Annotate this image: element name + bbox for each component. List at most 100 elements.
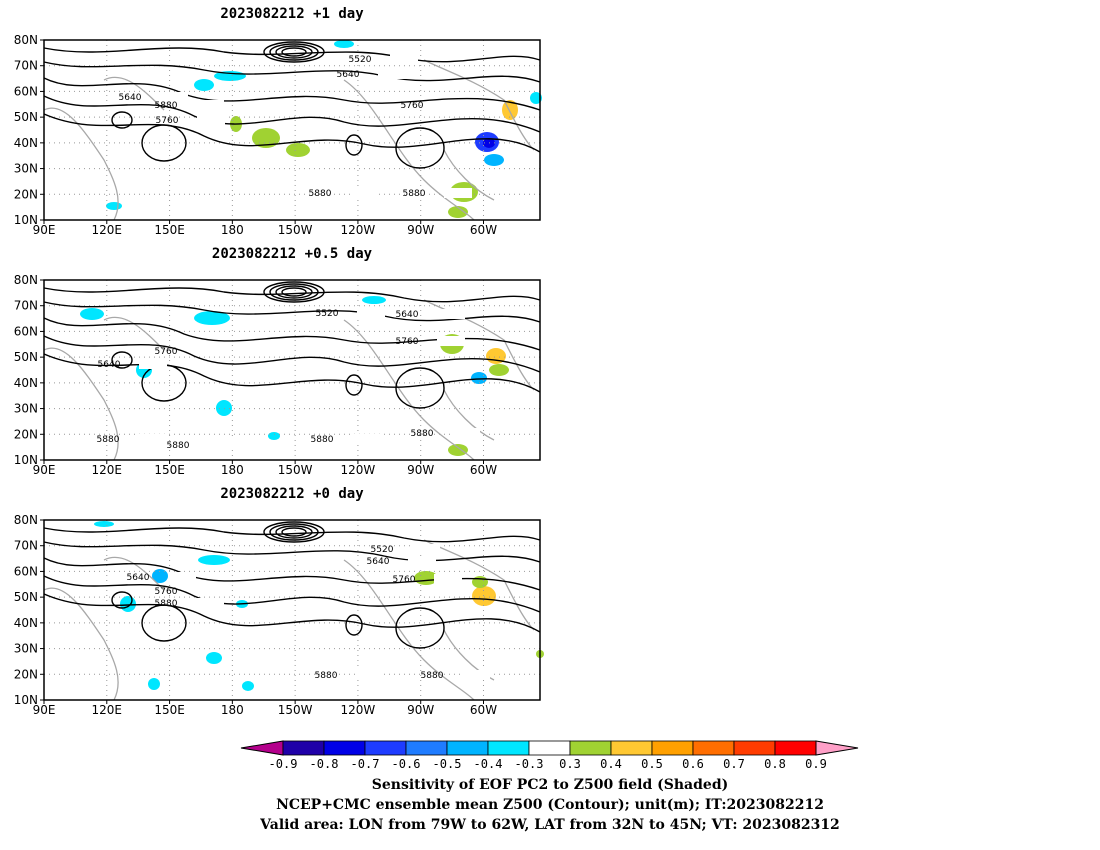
lat-label: 80N (14, 273, 38, 287)
lon-label: 120E (92, 703, 123, 717)
colorbar-tick-label: 0.5 (641, 757, 663, 771)
sensitivity-shading (448, 206, 468, 218)
z500-contour (263, 521, 325, 543)
lon-label: 120W (341, 703, 376, 717)
lon-label: 90E (33, 703, 56, 717)
z500-contour (263, 41, 325, 63)
lat-label: 30N (14, 642, 38, 656)
lat-label: 10N (14, 693, 38, 707)
colorbar-left-tip (240, 740, 284, 756)
z500-contour (43, 335, 541, 373)
lon-label: 150W (278, 223, 313, 237)
z500-contour (269, 523, 319, 541)
lat-label: 30N (14, 402, 38, 416)
contour-label-bg (138, 434, 166, 444)
colorbar-tick-label: 0.6 (682, 757, 704, 771)
sensitivity-shading (206, 652, 222, 664)
z500-contour (141, 604, 187, 642)
z500-contour (395, 367, 445, 409)
lon-label: 60W (470, 223, 497, 237)
lon-label: 180 (221, 223, 244, 237)
sensitivity-shading (362, 296, 386, 304)
z500-contour (281, 527, 307, 537)
lon-label: 120W (341, 223, 376, 237)
lon-label: 90W (407, 223, 434, 237)
contour-label: 5880 (155, 599, 178, 609)
contour-label-bg (444, 188, 472, 198)
contour-label: 5640 (337, 70, 360, 80)
contour-label-bg (442, 100, 470, 110)
contour-label-bg (352, 434, 380, 444)
z500-contour (111, 591, 133, 609)
contour-label-bg (196, 586, 224, 596)
coastline (343, 319, 475, 461)
contour-label-bg (378, 69, 406, 79)
colorbar-segment (610, 740, 653, 756)
contour-label-bg (168, 572, 196, 582)
lat-label: 70N (14, 539, 38, 553)
z500-contour (111, 351, 133, 369)
contour-label-bg (196, 100, 224, 110)
sensitivity-shading (198, 555, 230, 565)
contour-label: 5880 (167, 441, 190, 451)
sensitivity-shading (80, 308, 104, 320)
lat-label: 30N (14, 162, 38, 176)
z500-contour (43, 541, 541, 563)
coastline (443, 149, 495, 201)
colorbar-segment (364, 740, 407, 756)
colorbar-segment (569, 740, 612, 756)
z500-contour (43, 77, 541, 111)
lon-label: 180 (221, 463, 244, 477)
sensitivity-shading (489, 364, 509, 376)
colorbar-segment (323, 740, 366, 756)
lon-label: 120W (341, 463, 376, 477)
contour-label: 5640 (98, 360, 121, 370)
map-frame (43, 39, 541, 221)
contour-label-bg (437, 336, 465, 346)
coastline (423, 539, 535, 631)
lat-label: 50N (14, 110, 38, 124)
lon-label: 150W (278, 463, 313, 477)
z500-contour (345, 134, 363, 156)
sensitivity-shading (242, 681, 254, 691)
colorbar-tick-label: -0.3 (515, 757, 544, 771)
sensitivity-shading (194, 311, 230, 325)
z500-contour (275, 525, 313, 539)
contour-label: 5880 (311, 435, 334, 445)
lon-label: 150E (154, 463, 185, 477)
colorbar-tick-label: 0.8 (764, 757, 786, 771)
lon-label: 150E (154, 223, 185, 237)
contour-label: 5880 (403, 189, 426, 199)
contour-label-bg (452, 428, 480, 438)
lat-label: 40N (14, 136, 38, 150)
contour-label-bg (160, 92, 188, 102)
coastline (43, 347, 119, 461)
lat-label: 20N (14, 187, 38, 201)
panel-3-title: 2023082212 +0 day (220, 486, 364, 502)
coastline (423, 299, 535, 391)
contour-label: 5640 (127, 573, 150, 583)
z500-contour (43, 287, 541, 303)
lat-label: 60N (14, 84, 38, 98)
coastline (443, 389, 495, 441)
lon-label: 120E (92, 223, 123, 237)
colorbar-tick-label: -0.8 (310, 757, 339, 771)
contour-label-bg (437, 309, 465, 319)
sensitivity-shading (94, 521, 114, 527)
colorbar-segment (282, 740, 325, 756)
lat-label: 50N (14, 350, 38, 364)
lon-label: 180 (221, 703, 244, 717)
map-panel-2: 5640 5520 5760 5640 5760 5880 5880 5880 5880 80N 7… (14, 273, 541, 477)
lat-label: 20N (14, 667, 38, 681)
contour-label: 5520 (316, 309, 339, 319)
z500-contour (345, 614, 363, 636)
caption-line-2: NCEP+CMC ensemble mean Z500 (Contour); u… (276, 797, 824, 813)
colorbar-tick-label: -0.4 (474, 757, 503, 771)
lat-label: 70N (14, 299, 38, 313)
contour-label: 5640 (367, 557, 390, 567)
z500-contour (269, 283, 319, 301)
z500-contour (395, 127, 445, 169)
sensitivity-shading (194, 79, 214, 91)
